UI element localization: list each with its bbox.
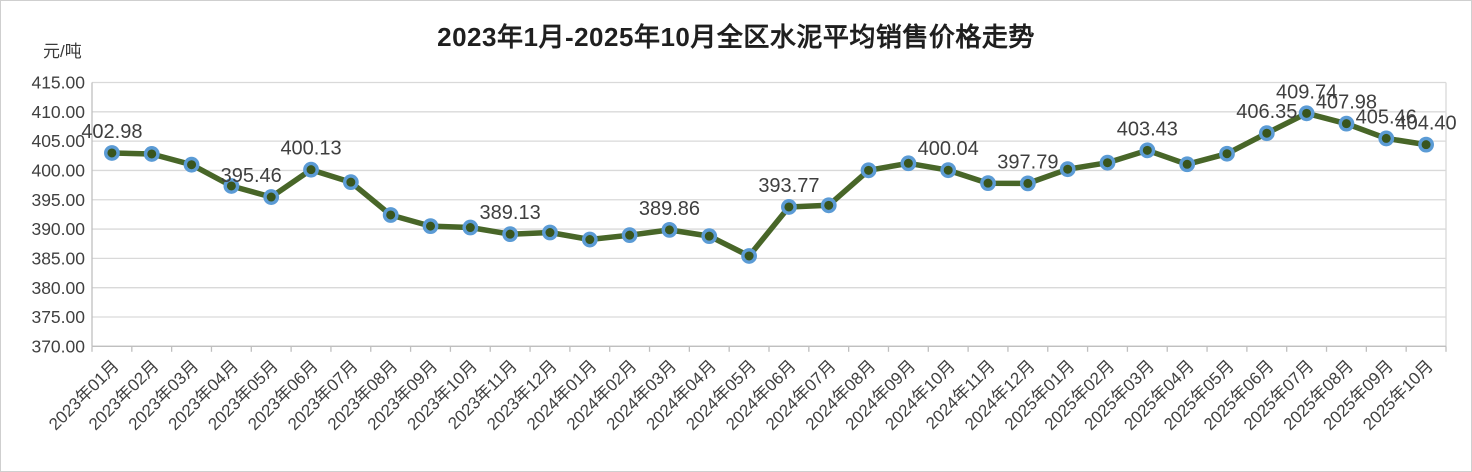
data-point-marker <box>1099 154 1116 171</box>
data-point-marker <box>701 228 718 245</box>
data-point-label: 397.79 <box>997 151 1058 173</box>
data-point-marker <box>581 231 598 248</box>
data-point-marker <box>781 199 797 215</box>
data-point-marker <box>183 156 200 173</box>
data-point-marker <box>741 248 757 264</box>
data-point-marker <box>1059 161 1076 178</box>
data-point-marker <box>1378 130 1395 147</box>
data-point-label: 400.13 <box>280 138 341 160</box>
data-point-label: 403.43 <box>1117 118 1178 140</box>
y-axis-tick-label: 415.00 <box>31 73 85 93</box>
data-point-marker <box>1019 175 1036 192</box>
data-point-label: 389.13 <box>480 202 541 224</box>
data-point-marker <box>382 207 399 223</box>
data-point-label: 404.40 <box>1396 113 1457 135</box>
data-point-marker <box>1298 105 1315 122</box>
chart-title: 2023年1月-2025年10月全区水泥平均销售价格走势 <box>437 22 1035 52</box>
data-point-label: 400.04 <box>918 138 979 160</box>
y-axis-tick-label: 370.00 <box>31 336 85 356</box>
data-point-marker <box>900 155 917 172</box>
data-point-marker <box>820 197 837 214</box>
data-point-marker <box>1179 156 1196 173</box>
data-point-marker <box>342 174 359 191</box>
data-point-marker <box>502 226 519 243</box>
y-axis-tick-label: 375.00 <box>31 307 85 327</box>
y-axis-tick-label: 405.00 <box>31 131 85 151</box>
data-point-marker <box>621 227 638 244</box>
data-point-marker <box>860 162 877 179</box>
data-point-marker <box>940 162 957 179</box>
y-axis-tick-label: 395.00 <box>31 190 85 210</box>
data-point-marker <box>104 145 120 161</box>
y-axis-tick-label: 380.00 <box>31 278 85 298</box>
data-point-marker <box>980 175 996 192</box>
data-point-label: 393.77 <box>758 175 819 197</box>
data-point-label: 406.35 <box>1236 101 1297 123</box>
data-point-marker <box>542 224 558 241</box>
y-axis-tick-label: 400.00 <box>31 161 85 181</box>
data-point-marker <box>1219 145 1235 162</box>
y-axis-tick-label: 385.00 <box>31 248 85 268</box>
y-axis-tick-label: 390.00 <box>31 219 85 239</box>
data-point-label: 407.98 <box>1316 92 1377 114</box>
data-point-marker <box>1418 136 1434 153</box>
data-point-label: 409.74 <box>1276 81 1337 103</box>
data-point-label: 405.46 <box>1356 106 1417 128</box>
data-point-marker <box>661 221 678 238</box>
y-axis-tick-label: 410.00 <box>31 102 85 122</box>
data-point-label: 395.46 <box>221 165 282 187</box>
data-point-label: 402.98 <box>81 121 142 143</box>
data-point-marker <box>422 218 439 235</box>
data-point-marker <box>1338 115 1355 132</box>
data-point-marker <box>462 219 479 236</box>
data-point-marker <box>303 161 319 178</box>
data-point-marker <box>263 189 280 205</box>
price-series-line <box>109 110 1429 259</box>
data-point-marker <box>223 178 240 194</box>
data-point-marker <box>1139 142 1156 159</box>
data-point-label: 389.86 <box>639 198 700 220</box>
data-point-marker <box>1258 125 1275 142</box>
y-axis-unit-label: 元/吨 <box>43 42 82 61</box>
data-point-marker <box>143 146 160 162</box>
